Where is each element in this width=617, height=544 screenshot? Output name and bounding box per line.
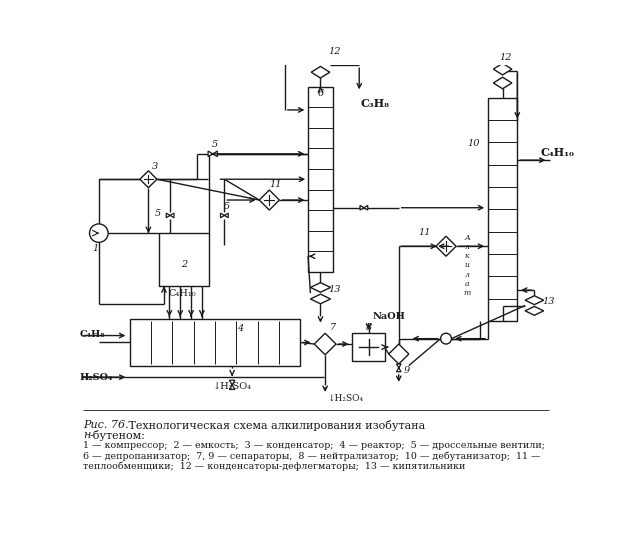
- Text: Рис. 76.: Рис. 76.: [83, 421, 129, 430]
- Text: 6: 6: [317, 89, 323, 97]
- Bar: [352, 333, 385, 361]
- Text: NaOH: NaOH: [373, 312, 405, 321]
- Polygon shape: [208, 151, 217, 157]
- Bar: [488, 97, 517, 321]
- Polygon shape: [220, 213, 228, 218]
- Text: 13: 13: [328, 285, 341, 294]
- Polygon shape: [230, 380, 235, 390]
- Text: 7: 7: [329, 323, 336, 332]
- Text: ↓H₂SO₄: ↓H₂SO₄: [213, 382, 252, 391]
- Polygon shape: [310, 283, 331, 292]
- Text: теплообменщики;  12 — конденсаторы-дефлегматоры;  13 — кипятильники: теплообменщики; 12 — конденсаторы-дефлег…: [83, 461, 466, 471]
- Text: н: н: [83, 430, 91, 440]
- Polygon shape: [259, 190, 280, 210]
- Text: C₃H₈: C₃H₈: [361, 98, 390, 109]
- Text: 6 — депропанизатор;  7, 9 — сепараторы,  8 — нейтрализатор;  10 — дебутанизатор;: 6 — депропанизатор; 7, 9 — сепараторы, 8…: [83, 451, 541, 461]
- Text: 9: 9: [404, 367, 410, 375]
- Text: 13: 13: [542, 297, 555, 306]
- Polygon shape: [494, 77, 512, 89]
- Text: 10: 10: [468, 139, 480, 149]
- Text: H₂SO₄: H₂SO₄: [80, 373, 113, 382]
- Text: C₄H₈: C₄H₈: [80, 330, 105, 339]
- Text: 5: 5: [212, 140, 218, 149]
- Text: А
л
к
и
л
а
т: А л к и л а т: [463, 234, 471, 297]
- Text: C₄H₁₀: C₄H₁₀: [168, 289, 196, 298]
- Polygon shape: [397, 364, 401, 372]
- Polygon shape: [525, 306, 544, 316]
- Polygon shape: [166, 213, 174, 218]
- Text: 8: 8: [365, 323, 371, 332]
- Circle shape: [441, 333, 452, 344]
- Text: 12: 12: [328, 47, 341, 56]
- Text: 3: 3: [152, 163, 158, 171]
- Text: 5: 5: [223, 202, 230, 211]
- Text: ↓H₂SO₄: ↓H₂SO₄: [326, 393, 363, 403]
- Text: 11: 11: [418, 228, 431, 237]
- Text: Технологическая схема алкилирования изобутана: Технологическая схема алкилирования изоб…: [125, 421, 429, 431]
- Bar: [130, 319, 300, 366]
- Polygon shape: [310, 294, 331, 304]
- Text: 2: 2: [181, 260, 187, 269]
- Bar: [308, 87, 333, 271]
- Text: -бутеном:: -бутеном:: [89, 430, 146, 441]
- Text: 5: 5: [155, 209, 161, 218]
- Polygon shape: [525, 296, 544, 305]
- Polygon shape: [314, 333, 336, 355]
- Text: C₄H₁₀: C₄H₁₀: [540, 147, 574, 158]
- Polygon shape: [311, 66, 329, 78]
- Polygon shape: [360, 206, 368, 210]
- Polygon shape: [436, 236, 456, 256]
- Text: 11: 11: [269, 180, 282, 189]
- Text: 1 — компрессор;  2 — емкость;  3 — конденсатор;  4 — реактор;  5 — дроссельные в: 1 — компрессор; 2 — емкость; 3 — конденс…: [83, 441, 545, 450]
- Text: 4: 4: [238, 324, 244, 333]
- Text: 12: 12: [499, 53, 512, 62]
- Circle shape: [89, 224, 108, 243]
- Polygon shape: [140, 171, 157, 188]
- Polygon shape: [389, 344, 409, 364]
- Bar: [159, 233, 209, 286]
- Text: 1: 1: [93, 244, 99, 253]
- Polygon shape: [494, 63, 512, 75]
- Polygon shape: [311, 53, 329, 64]
